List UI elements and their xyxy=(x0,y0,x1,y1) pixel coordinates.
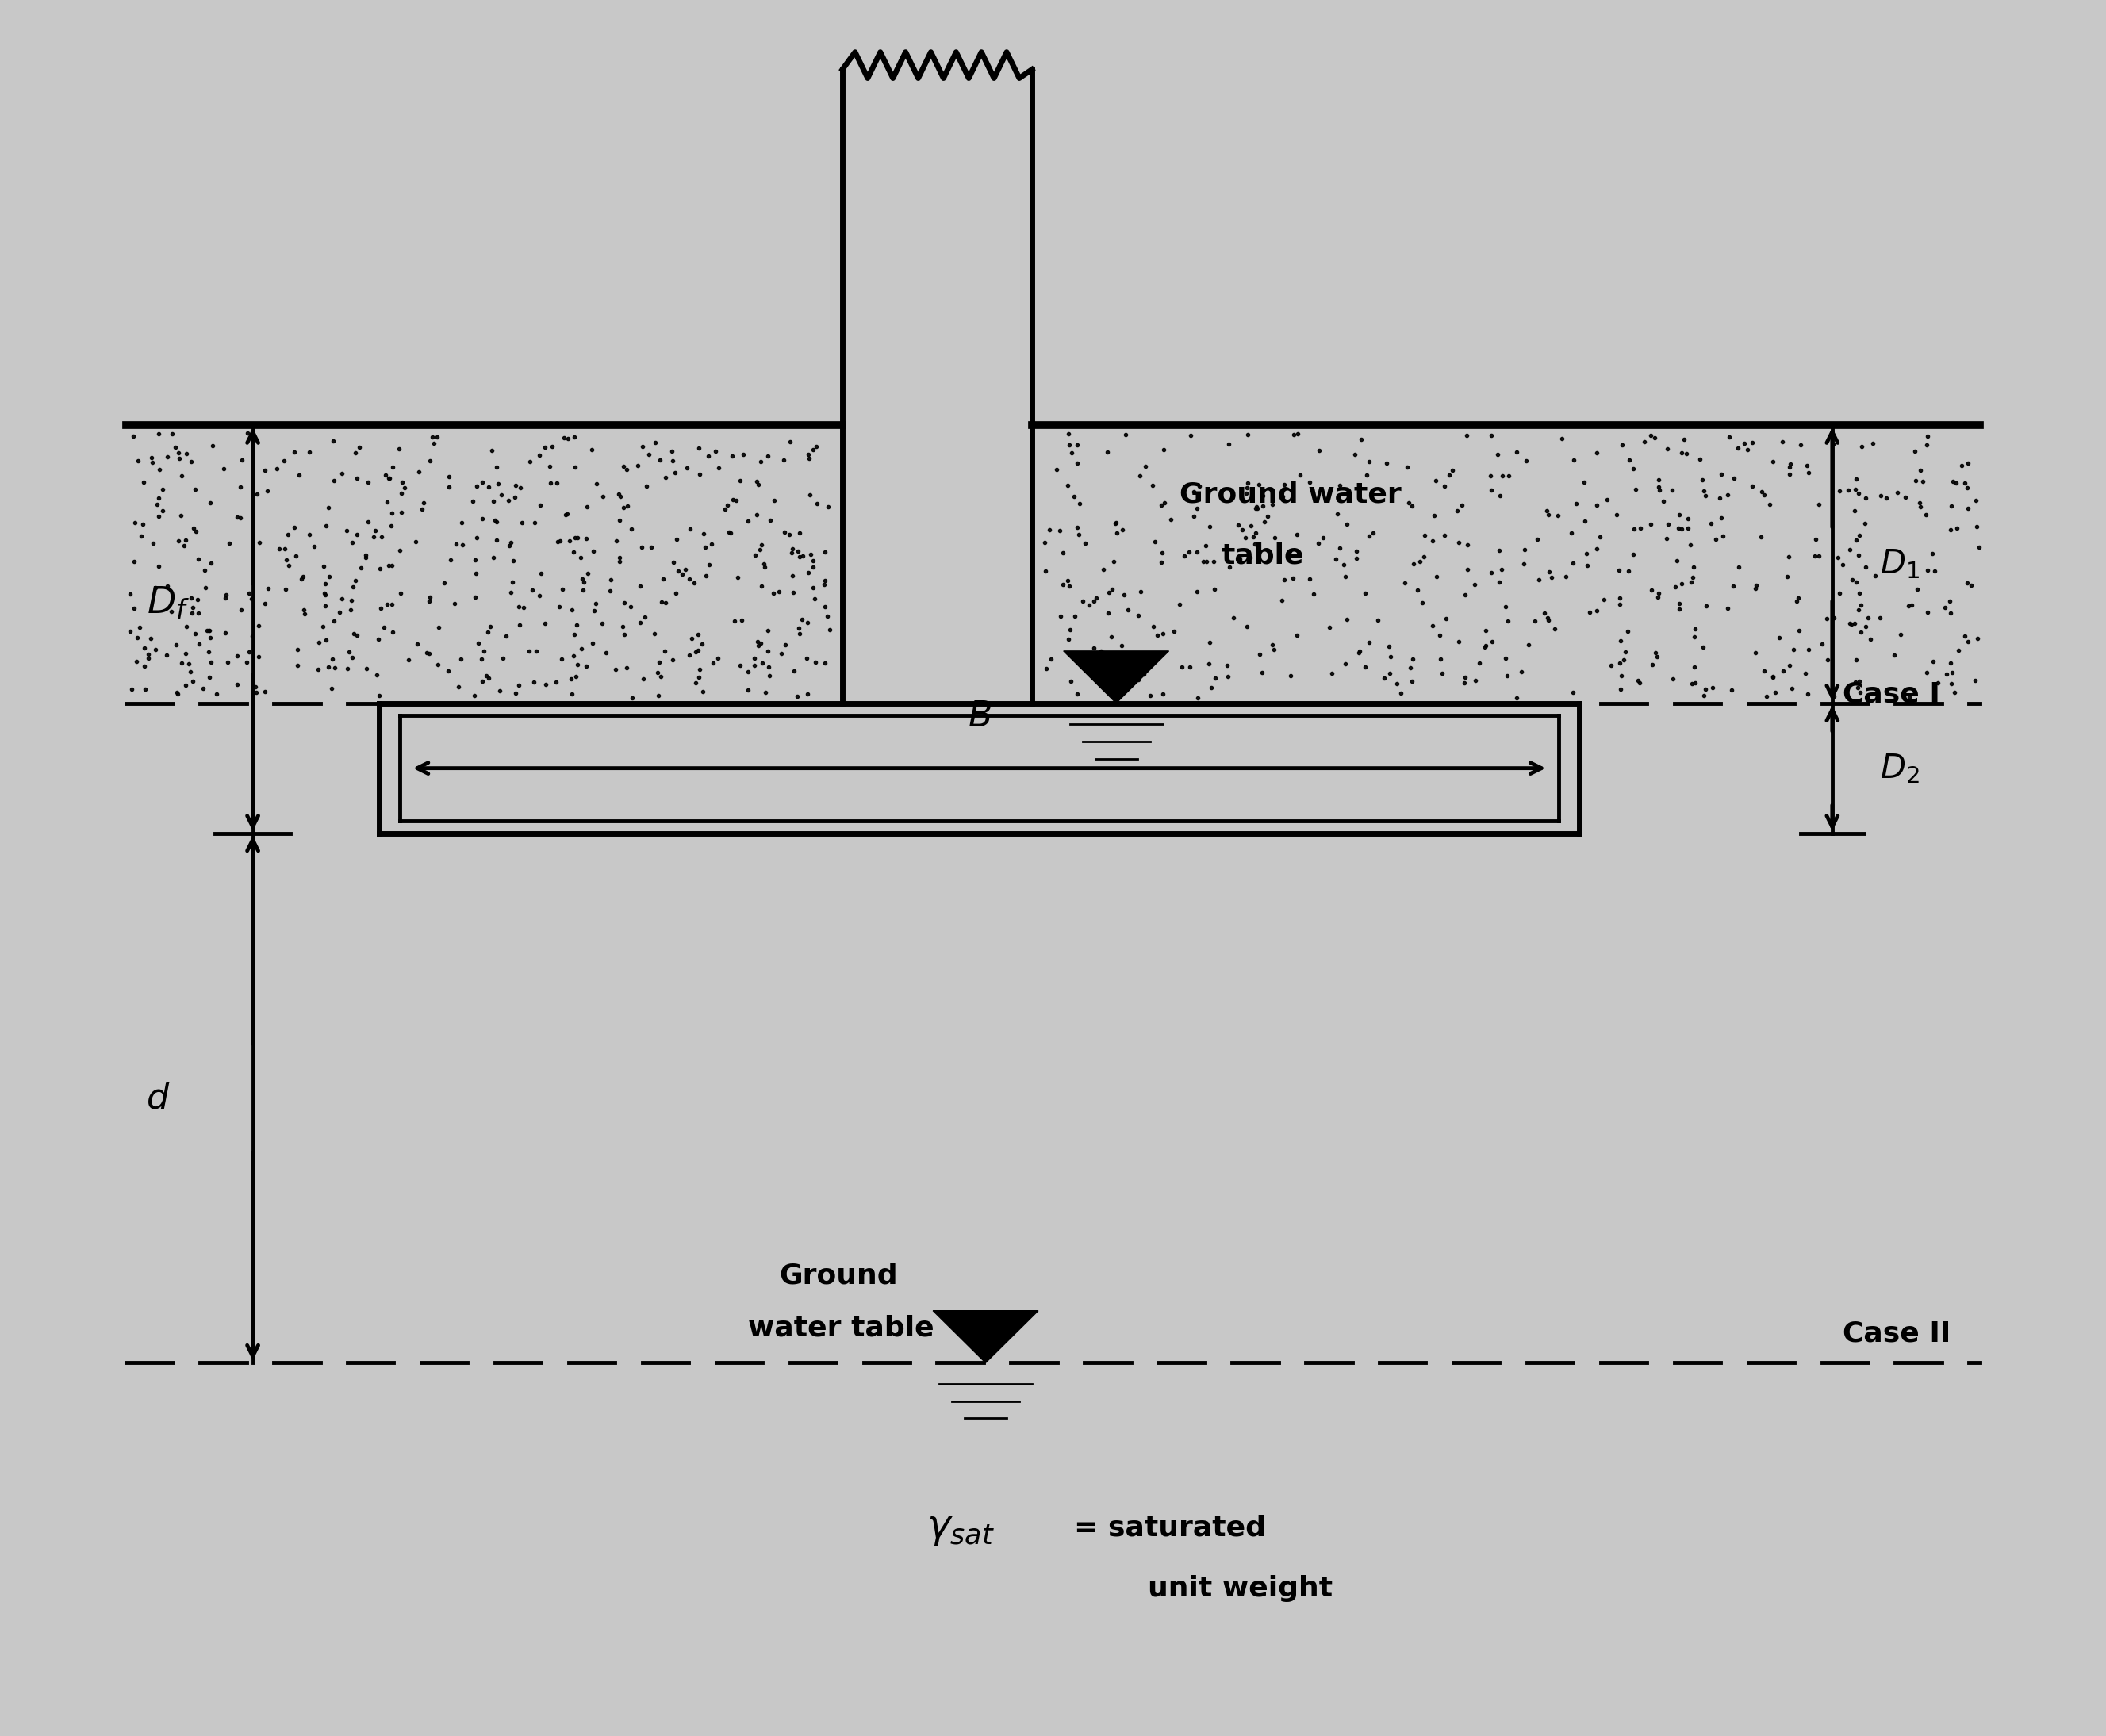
Text: Case I: Case I xyxy=(1843,681,1940,708)
Text: = saturated: = saturated xyxy=(1074,1514,1266,1542)
Text: $D_1$: $D_1$ xyxy=(1881,547,1919,582)
Text: $\gamma_{sat}$: $\gamma_{sat}$ xyxy=(927,1509,994,1547)
Polygon shape xyxy=(933,1311,1038,1363)
Text: $d$: $d$ xyxy=(145,1082,171,1115)
Text: water table: water table xyxy=(748,1314,933,1342)
Text: unit weight: unit weight xyxy=(1148,1575,1333,1602)
Polygon shape xyxy=(1064,651,1169,703)
Text: Ground water: Ground water xyxy=(1179,481,1400,509)
Text: Ground: Ground xyxy=(779,1262,897,1290)
Text: $B$: $B$ xyxy=(967,700,992,733)
Text: Case II: Case II xyxy=(1843,1319,1950,1347)
Text: $D_2$: $D_2$ xyxy=(1881,752,1919,785)
Text: $D_f$: $D_f$ xyxy=(147,585,190,621)
Text: table: table xyxy=(1221,542,1304,569)
